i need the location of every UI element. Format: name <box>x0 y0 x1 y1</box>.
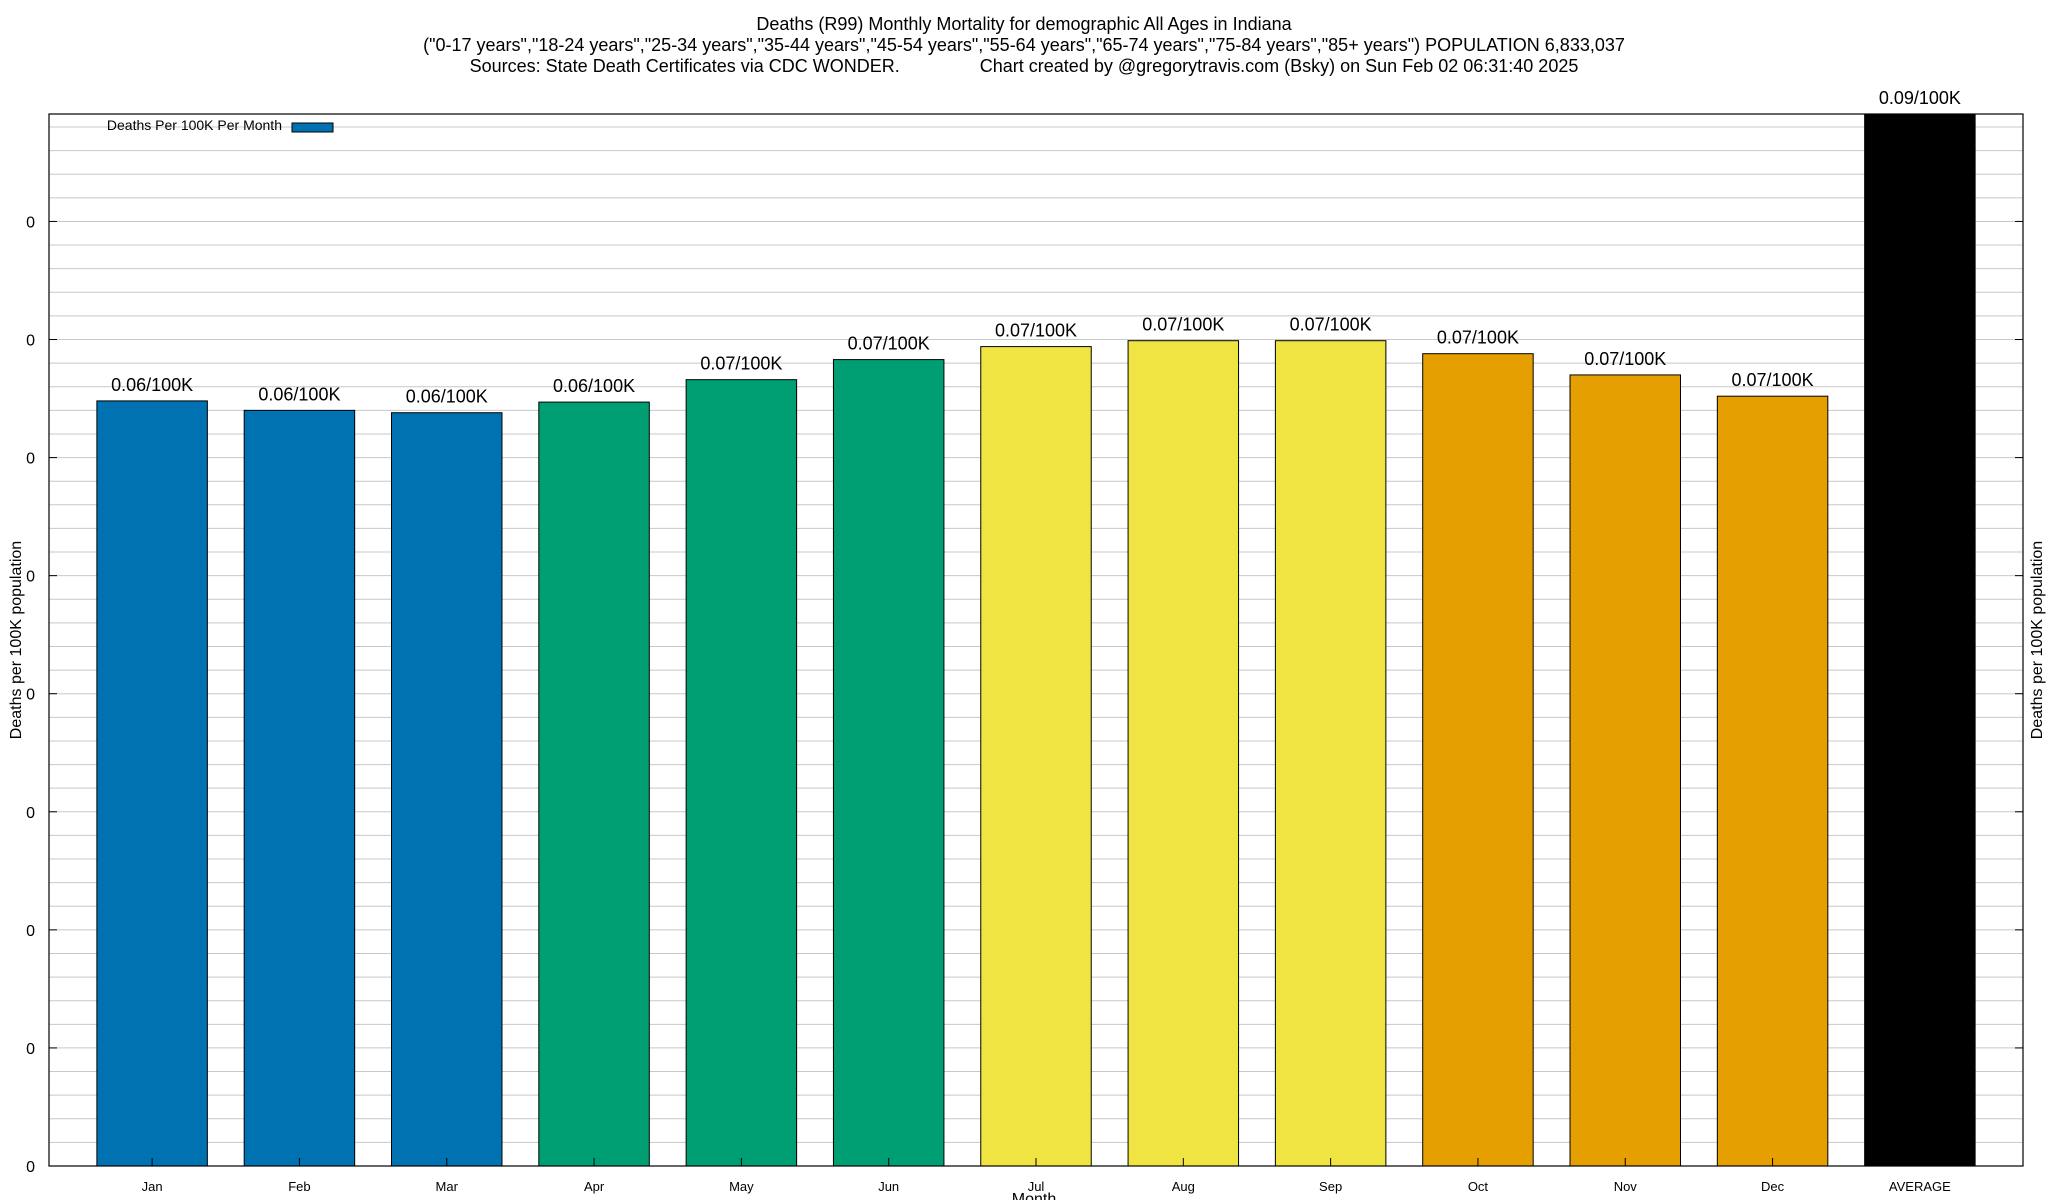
value-label-feb: 0.06/100K <box>258 384 340 404</box>
x-tick-label-aug: Aug <box>1172 1179 1195 1194</box>
x-axis-ticks: Jan Feb Mar Apr May Jun Jul Aug Sep Oct Nov Dec AVER… <box>142 1158 1951 1194</box>
bar-nov <box>1569 374 1681 1167</box>
y-axis-label: Deaths per 100K population <box>8 541 25 739</box>
y-axis-ticks: 0 0 0 0 0 0 0 0 0 <box>26 214 2023 1176</box>
bar-oct <box>1422 353 1534 1167</box>
bar-may <box>685 379 798 1167</box>
bar-jul <box>980 346 1092 1167</box>
y-tick-label-3: 0 <box>26 805 35 822</box>
value-label-apr: 0.06/100K <box>553 376 635 396</box>
x-tick-label-apr: Apr <box>584 1179 605 1194</box>
x-tick-label-average: AVERAGE <box>1889 1179 1951 1194</box>
x-tick-label-jul: Jul <box>1028 1179 1045 1194</box>
legend: Deaths Per 100K Per Month <box>107 117 334 133</box>
x-tick-label-nov: Nov <box>1614 1179 1638 1194</box>
title-line-2: ("0-17 years","18-24 years","25-34 years… <box>423 35 1625 55</box>
x-tick-label-mar: Mar <box>436 1179 459 1194</box>
chart-title: Deaths (R99) Monthly Mortality for demog… <box>423 14 1625 76</box>
value-label-jan: 0.06/100K <box>111 375 193 395</box>
legend-label: Deaths Per 100K Per Month <box>107 117 282 133</box>
bar-jan <box>96 400 208 1167</box>
x-tick-label-jan: Jan <box>142 1179 163 1194</box>
bar-jun <box>832 359 945 1167</box>
value-label-may: 0.07/100K <box>700 354 782 374</box>
y-tick-label-0: 0 <box>26 1159 35 1176</box>
bar-average <box>1864 113 1976 1167</box>
value-label-oct: 0.07/100K <box>1437 328 1519 348</box>
bar-feb <box>243 409 356 1167</box>
value-labels: 0.06/100K 0.06/100K 0.06/100K 0.06/100K 0.07… <box>111 88 1961 407</box>
title-line-3: Sources: State Death Certificates via CD… <box>470 56 1579 76</box>
y-tick-label-2: 0 <box>26 923 35 940</box>
y-tick-label-7: 0 <box>26 333 35 350</box>
value-label-jun: 0.07/100K <box>848 334 930 354</box>
value-label-sep: 0.07/100K <box>1290 315 1372 335</box>
x-axis-label: Month <box>1012 1191 1056 1200</box>
y-tick-label-4: 0 <box>26 687 35 704</box>
value-label-mar: 0.06/100K <box>406 387 488 407</box>
y-tick-label-8: 0 <box>26 214 35 231</box>
bars <box>96 113 1976 1167</box>
x-tick-label-dec: Dec <box>1761 1179 1785 1194</box>
value-label-nov: 0.07/100K <box>1584 349 1666 369</box>
value-label-aug: 0.07/100K <box>1142 315 1224 335</box>
x-tick-label-may: May <box>729 1179 754 1194</box>
bar-dec <box>1716 395 1829 1167</box>
bar-sep <box>1274 340 1387 1167</box>
value-label-dec: 0.07/100K <box>1732 370 1814 390</box>
x-tick-label-feb: Feb <box>288 1179 310 1194</box>
value-label-average: 0.09/100K <box>1879 88 1961 108</box>
value-label-jul: 0.07/100K <box>995 321 1077 341</box>
bar-mar <box>391 412 503 1167</box>
bar-apr <box>538 401 650 1167</box>
plot-border <box>48 113 2024 1167</box>
x-tick-label-oct: Oct <box>1468 1179 1489 1194</box>
title-line-1: Deaths (R99) Monthly Mortality for demog… <box>756 14 1292 34</box>
legend-swatch <box>291 122 334 133</box>
bar-aug <box>1127 340 1240 1167</box>
y-tick-label-1: 0 <box>26 1041 35 1058</box>
y-tick-label-6: 0 <box>26 451 35 468</box>
x-tick-label-sep: Sep <box>1319 1179 1342 1194</box>
x-tick-label-jun: Jun <box>878 1179 899 1194</box>
y2-axis-label: Deaths per 100K population <box>2029 541 2046 739</box>
y-tick-label-5: 0 <box>26 569 35 586</box>
